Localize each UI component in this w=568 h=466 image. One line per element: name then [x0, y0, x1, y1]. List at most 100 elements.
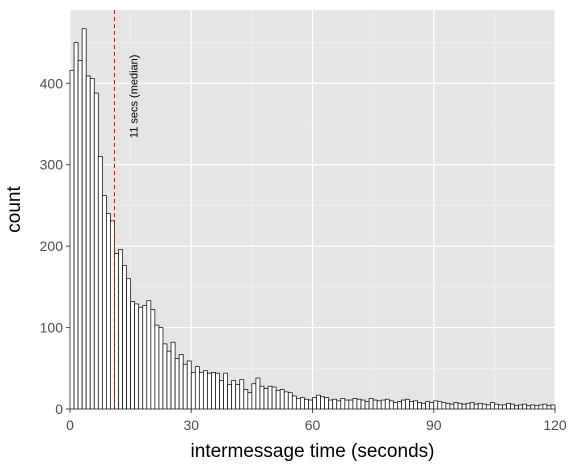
histogram-bar: [324, 397, 330, 410]
histogram-bar: [469, 402, 475, 410]
y-tick-label: 0: [55, 401, 63, 417]
histogram-bar: [481, 403, 487, 410]
histogram-bar: [279, 389, 285, 410]
y-tick-label: 300: [40, 157, 64, 173]
histogram-bar: [340, 398, 346, 410]
histogram-bar: [308, 399, 313, 410]
histogram-bar: [300, 397, 305, 410]
x-tick-label: 60: [305, 417, 321, 433]
histogram-bar: [328, 399, 334, 410]
histogram-bar: [445, 402, 451, 410]
histogram-bar: [263, 388, 269, 410]
histogram-bar: [473, 403, 479, 410]
histogram-bar: [485, 404, 491, 410]
histogram-bar: [441, 402, 447, 410]
histogram-bar: [251, 383, 257, 410]
histogram-bar: [118, 249, 123, 410]
histogram-bar: [295, 398, 301, 410]
histogram-bar: [376, 400, 382, 410]
histogram-bar: [348, 399, 354, 410]
histogram-bar: [73, 42, 79, 410]
histogram-bar: [425, 401, 431, 410]
histogram-bar: [174, 358, 180, 410]
histogram-bar: [162, 343, 168, 410]
histogram-bar: [477, 402, 483, 410]
histogram-bar: [182, 363, 188, 410]
histogram-bar: [130, 301, 136, 410]
histogram-bar: [271, 386, 277, 410]
histogram-bar: [146, 300, 152, 410]
y-axis-ticks: 0 100 200 300 400: [40, 75, 70, 417]
median-annotation: 11 secs (median): [128, 55, 140, 139]
histogram-bar: [186, 360, 192, 410]
histogram-bar: [534, 405, 540, 410]
histogram-bar: [364, 401, 370, 410]
histogram-bar: [332, 398, 338, 410]
histogram-bar: [69, 69, 75, 410]
histogram-bar: [542, 403, 548, 410]
y-tick-label: 400: [40, 75, 64, 91]
histogram-bar: [81, 28, 87, 410]
histogram-bar: [154, 324, 160, 410]
histogram-bar: [198, 372, 204, 410]
histogram-bar: [203, 370, 208, 410]
histogram-bar: [110, 220, 115, 410]
histogram-bar: [344, 399, 350, 410]
y-tick-label: 100: [40, 320, 64, 336]
histogram-bar: [291, 395, 297, 410]
histogram-bar: [526, 405, 532, 410]
histogram-bar: [138, 306, 144, 410]
histogram-bar: [215, 372, 220, 410]
histogram-bar: [223, 372, 228, 410]
histogram-bar: [259, 385, 265, 410]
histogram-bar: [101, 195, 107, 410]
histogram-bar: [207, 372, 212, 410]
histogram-bar: [275, 389, 281, 410]
histogram-bars: [69, 28, 556, 410]
histogram-bar: [530, 404, 536, 410]
histogram-bar: [312, 397, 317, 410]
histogram-bar: [546, 405, 552, 410]
histogram-bar: [85, 75, 91, 410]
histogram-bar: [150, 309, 156, 410]
histogram-bar: [170, 341, 176, 410]
histogram-bar: [158, 327, 164, 410]
histogram-bar: [550, 404, 556, 410]
histogram-bar: [522, 403, 528, 410]
histogram-bar: [433, 400, 439, 410]
histogram-bar: [352, 398, 358, 410]
histogram-bar: [392, 402, 398, 410]
histogram-bar: [122, 265, 127, 410]
histogram-bar: [114, 253, 119, 410]
histogram-bar: [219, 380, 224, 410]
histogram-bar: [514, 405, 519, 410]
histogram-bar: [89, 78, 95, 410]
histogram-bar: [437, 401, 443, 410]
histogram-bar: [449, 403, 455, 410]
histogram-bar: [502, 404, 507, 410]
x-axis-ticks: 0 30 60 90 120: [66, 409, 567, 433]
histogram-bar: [93, 92, 99, 410]
histogram-bar: [494, 403, 499, 410]
histogram-bar: [397, 401, 402, 410]
histogram-bar: [97, 156, 103, 410]
histogram-bar: [126, 278, 131, 410]
histogram-bar: [211, 372, 216, 410]
histogram-bar: [401, 399, 406, 410]
histogram-bar: [538, 404, 544, 410]
histogram-bar: [413, 400, 418, 410]
histogram-bar: [510, 403, 515, 410]
x-axis-title: intermessage time (seconds): [191, 441, 435, 462]
x-tick-label: 30: [183, 417, 199, 433]
histogram-bar: [417, 402, 422, 410]
histogram-bar: [506, 402, 511, 410]
histogram-bar: [360, 399, 366, 410]
histogram-bar: [380, 399, 386, 410]
x-tick-label: 90: [426, 417, 442, 433]
histogram-bar: [166, 350, 172, 410]
histogram-bar: [429, 402, 435, 410]
histogram-bar: [194, 366, 200, 410]
histogram-bar: [489, 402, 495, 410]
histogram-bar: [231, 380, 237, 410]
